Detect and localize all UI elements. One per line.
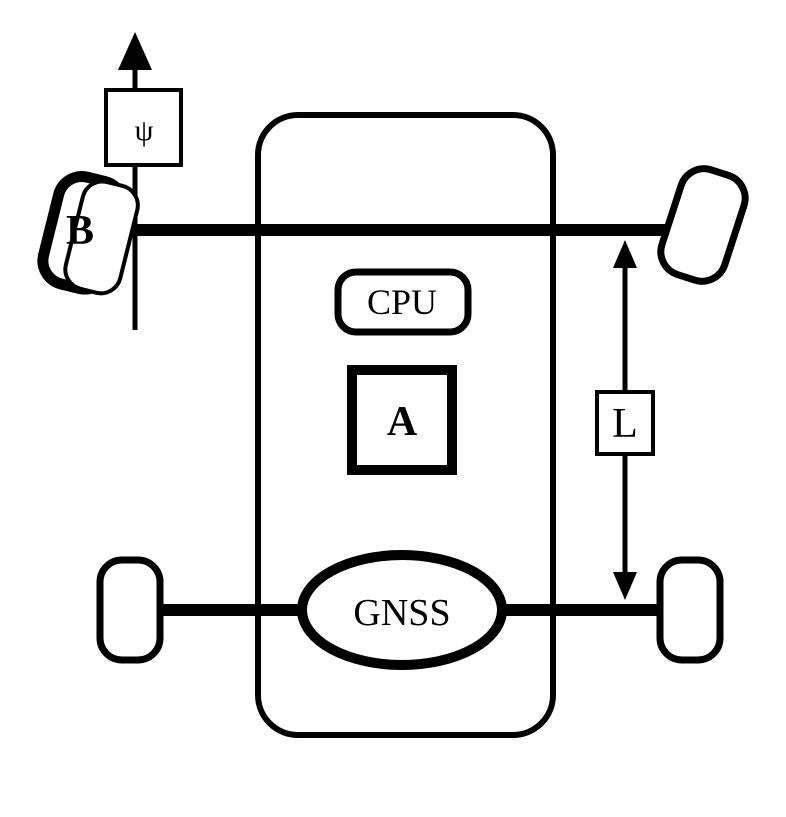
a-label: A xyxy=(387,399,418,445)
gnss-label: GNSS xyxy=(353,592,450,634)
heading-arrow-head-icon xyxy=(118,32,152,70)
rear-left-wheel xyxy=(100,560,160,660)
b-label: B xyxy=(66,208,94,254)
dim-l-arrow-top-icon xyxy=(613,240,637,268)
rear-right-wheel xyxy=(660,560,720,660)
psi-label: ψ xyxy=(135,114,154,147)
dim-l-arrow-bottom-icon xyxy=(613,572,637,600)
cpu-label: CPU xyxy=(367,282,437,322)
l-label: L xyxy=(612,401,638,447)
front-right-wheel xyxy=(655,162,752,287)
